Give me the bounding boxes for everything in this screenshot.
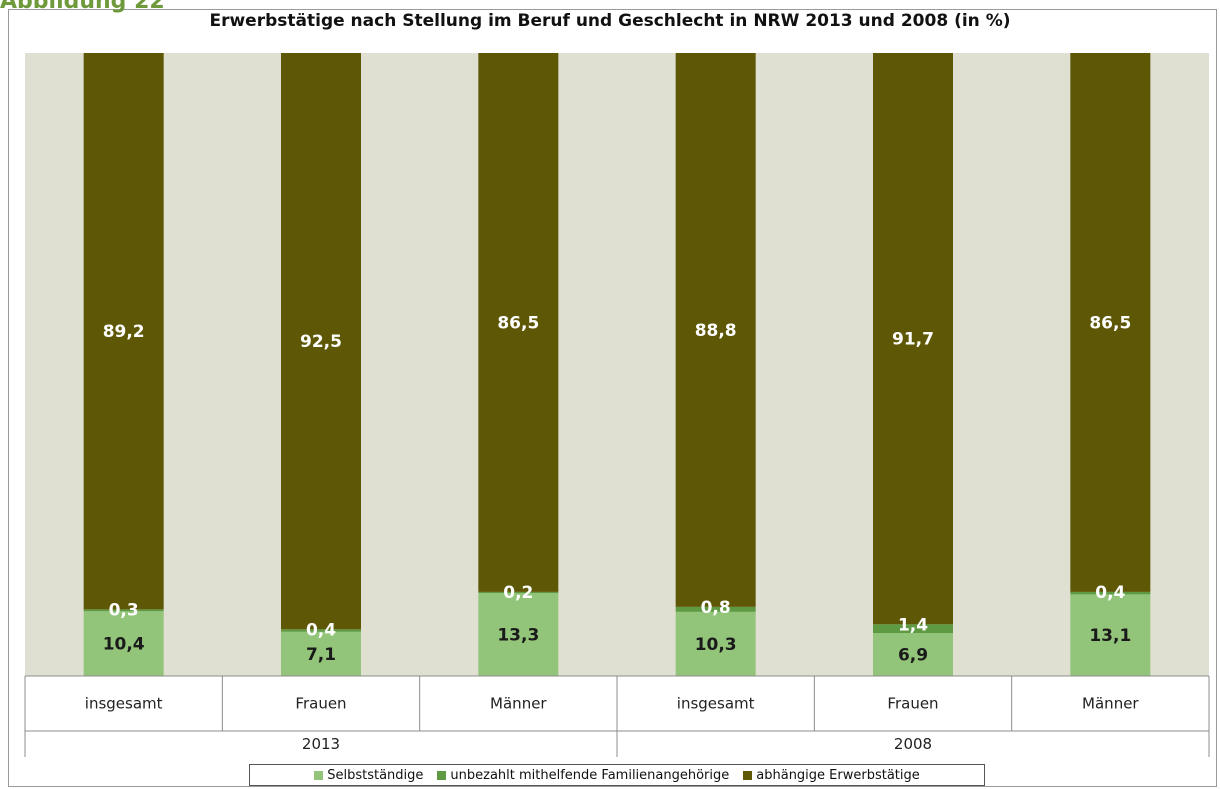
legend-label-3: abhängige Erwerbstätige [756, 767, 920, 783]
category-label-2: Frauen [295, 695, 346, 713]
data-label-3-3: 86,5 [497, 313, 539, 333]
category-label-5: Frauen [887, 695, 938, 713]
data-label-1-5: 6,9 [898, 646, 928, 666]
bar-1-5 [873, 633, 953, 676]
group-label-1: 2013 [302, 735, 340, 753]
data-label-2-4: 0,8 [701, 598, 731, 618]
legend-label-2: unbezahlt mithelfende Familienangehörige [450, 767, 730, 783]
bar-3-3 [478, 53, 559, 592]
bar-1-4 [675, 611, 756, 676]
bar-1-6 [1070, 594, 1151, 676]
bar-2-1 [83, 609, 164, 612]
data-label-1-2: 7,1 [306, 645, 336, 665]
data-label-1-3: 13,3 [497, 626, 539, 646]
legend-swatch-3 [743, 770, 753, 780]
data-label-3-6: 86,5 [1089, 313, 1131, 333]
bar-2-2 [281, 629, 361, 632]
bar-3-5 [873, 53, 953, 625]
bar-3-2 [281, 53, 361, 630]
data-label-2-6: 0,4 [1095, 583, 1125, 603]
category-label-6: Männer [1082, 695, 1139, 713]
chart-title: Erwerbstätige nach Stellung im Beruf und… [209, 11, 1011, 31]
data-label-3-2: 92,5 [300, 332, 342, 352]
data-label-2-2: 0,4 [306, 620, 336, 640]
category-label-1: insgesamt [85, 695, 163, 713]
bar-2-4 [675, 606, 756, 612]
data-label-3-4: 88,8 [695, 321, 737, 341]
bar-2-6 [1070, 591, 1151, 595]
bar-3-4 [675, 53, 756, 607]
data-label-1-6: 13,1 [1089, 626, 1131, 646]
figure-label: Abbildung 22 [0, 0, 165, 14]
bar-3-6 [1070, 53, 1151, 592]
chart-legend: Selbstständige unbezahlt mithelfende Fami… [249, 764, 985, 786]
data-label-3-1: 89,2 [103, 322, 145, 342]
legend-item-3: abhängige Erwerbstätige [743, 768, 920, 783]
bar-3-1 [83, 53, 164, 610]
bar-2-5 [873, 624, 953, 634]
data-label-1-1: 10,4 [103, 635, 145, 655]
legend-swatch-1 [314, 770, 324, 780]
category-label-3: Männer [490, 695, 547, 713]
legend-item-2: unbezahlt mithelfende Familienangehörige [437, 768, 729, 783]
data-label-2-3: 0,2 [503, 583, 533, 603]
data-label-1-4: 10,3 [695, 635, 737, 655]
group-label-2: 2008 [894, 735, 932, 753]
data-label-2-5: 1,4 [898, 615, 928, 635]
legend-item-1: Selbstständige [314, 768, 423, 783]
data-label-2-1: 0,3 [109, 600, 139, 620]
bar-1-1 [83, 611, 164, 676]
legend-swatch-2 [437, 770, 447, 780]
legend-label-1: Selbstständige [327, 767, 424, 783]
bar-1-3 [478, 593, 559, 676]
plot-area [25, 53, 1209, 676]
bar-2-3 [478, 591, 559, 594]
category-label-4: insgesamt [677, 695, 755, 713]
bar-1-2 [281, 631, 361, 676]
data-label-3-5: 91,7 [892, 330, 934, 350]
